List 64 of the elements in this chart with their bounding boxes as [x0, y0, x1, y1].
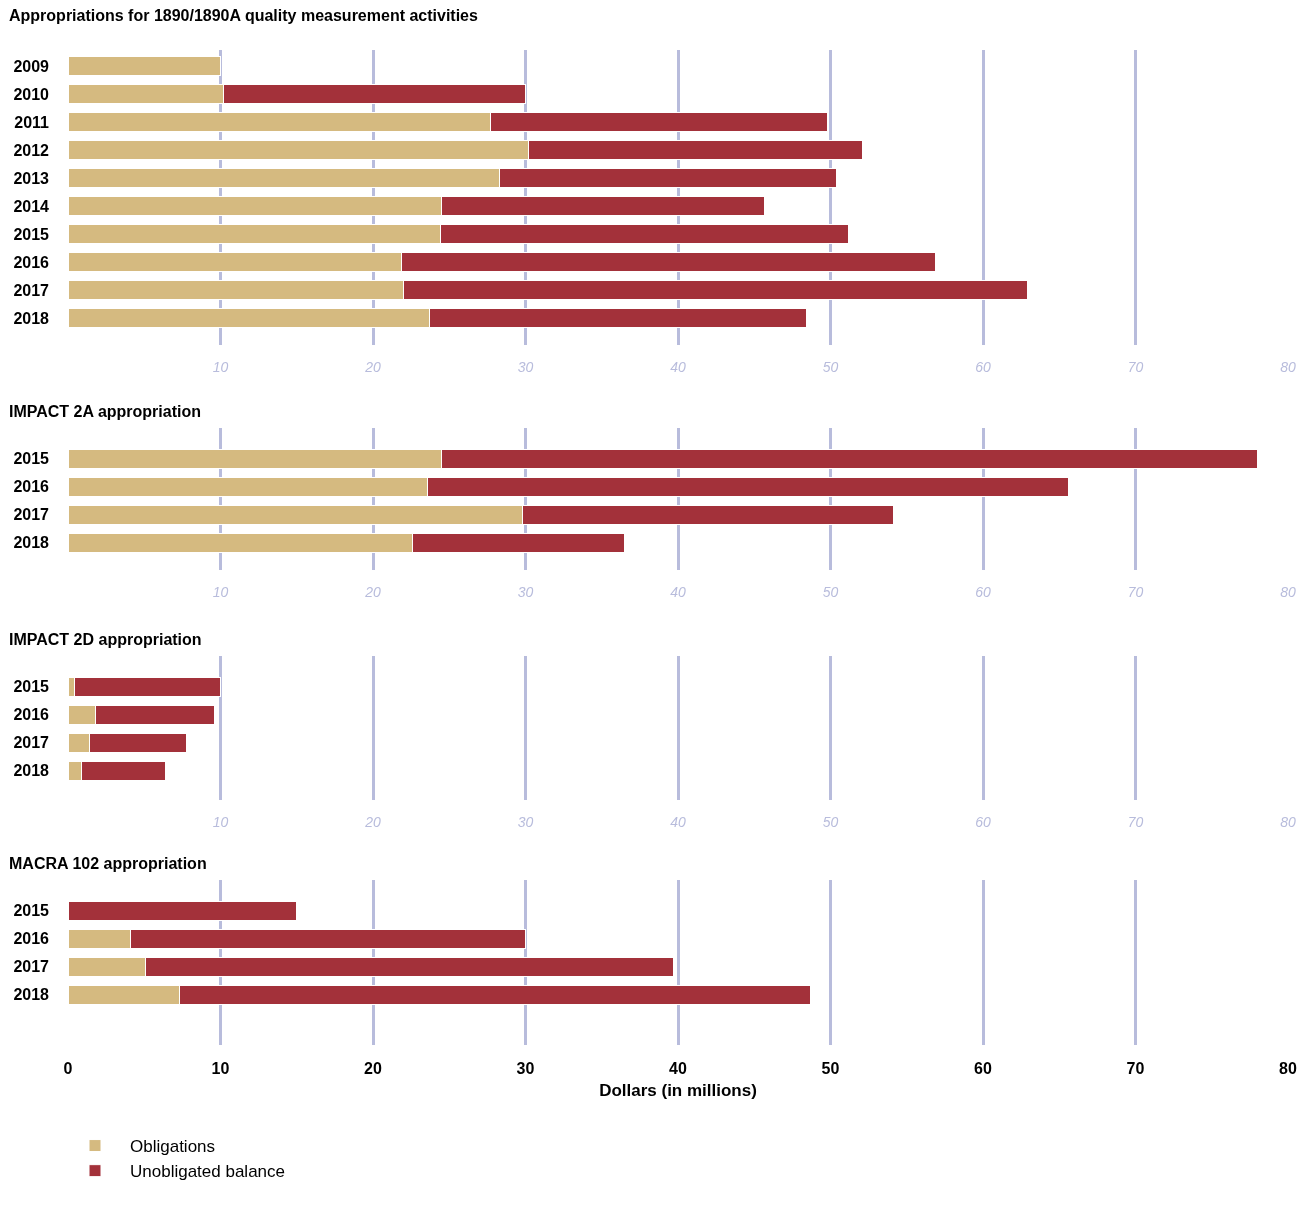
x-tick-label: 20 — [364, 814, 381, 830]
y-tick-label: 2018 — [13, 309, 50, 327]
y-tick-label: 2010 — [13, 85, 50, 103]
x-tick-label: 10 — [212, 814, 229, 830]
x-tick-label: 40 — [670, 814, 686, 830]
chart-title: Appropriations for 1890/1890A quality measurement activities — [9, 7, 479, 24]
y-tick-label: 2017 — [13, 958, 50, 976]
y-tick-label: 2016 — [13, 253, 50, 271]
y-tick-label: 2018 — [13, 762, 50, 780]
x-tick-label: 70 — [1127, 359, 1144, 375]
x-tick-label: 50 — [822, 814, 839, 830]
x-tick-label: 10 — [212, 584, 229, 600]
chart-title: IMPACT 2A appropriation — [9, 403, 201, 420]
x-tick-label: 20 — [364, 359, 381, 375]
x-tick-label: 80 — [1280, 584, 1296, 600]
chart-title: IMPACT 2D appropriation — [9, 631, 202, 648]
x-tick-label: 40 — [670, 359, 686, 375]
x-tick-label: 50 — [822, 584, 839, 600]
x-tick-label: 80 — [1280, 814, 1296, 830]
x-tick-label: 10 — [211, 1060, 230, 1077]
x-axis-title: Dollars (in millions) — [599, 1081, 757, 1101]
x-tick-label: 60 — [974, 1060, 992, 1077]
y-tick-label: 2015 — [13, 450, 50, 468]
y-tick-label: 2013 — [13, 169, 50, 187]
x-tick-label: 30 — [517, 359, 534, 375]
x-tick-label: 20 — [364, 584, 381, 600]
x-tick-label: 80 — [1279, 1060, 1297, 1077]
legend-label: Unobligated balance — [130, 1162, 286, 1182]
x-tick-label: 50 — [822, 359, 839, 375]
bar — [68, 55, 221, 76]
x-tick-label: 60 — [975, 814, 991, 830]
y-tick-label: 2016 — [13, 706, 50, 724]
x-tick-label: 70 — [1127, 814, 1144, 830]
y-tick-label: 2017 — [13, 734, 50, 752]
y-tick-label: 2018 — [13, 986, 50, 1004]
y-tick-label: 2016 — [13, 478, 50, 496]
x-tick-label: 40 — [669, 1060, 687, 1077]
x-tick-label: 80 — [1280, 359, 1296, 375]
x-tick-label: 20 — [364, 1060, 382, 1077]
y-tick-label: 2018 — [13, 534, 50, 552]
x-tick-label: 30 — [516, 1060, 535, 1077]
x-tick-label: 70 — [1126, 1060, 1145, 1077]
x-tick-label: 50 — [821, 1060, 840, 1077]
x-tick-label: 10 — [212, 359, 229, 375]
y-tick-label: 2009 — [13, 57, 50, 75]
legend-label: Obligations — [130, 1137, 216, 1157]
y-tick-label: 2017 — [13, 281, 50, 299]
x-tick-label: 70 — [1127, 584, 1144, 600]
x-tick-label: 60 — [975, 584, 991, 600]
y-tick-label: 2012 — [13, 141, 50, 159]
y-tick-label: 2011 — [14, 113, 50, 131]
x-tick-label: 0 — [63, 1060, 73, 1077]
x-tick-label: 40 — [670, 584, 686, 600]
y-tick-label: 2014 — [13, 197, 50, 215]
x-tick-label: 30 — [517, 584, 534, 600]
y-tick-label: 2016 — [13, 930, 50, 948]
y-tick-label: 2015 — [13, 225, 50, 243]
x-tick-label: 30 — [517, 814, 534, 830]
chart-title: MACRA 102 appropriation — [9, 855, 207, 872]
y-tick-label: 2015 — [13, 678, 50, 696]
y-tick-label: 2015 — [13, 902, 50, 920]
bar — [68, 900, 298, 921]
y-tick-label: 2017 — [13, 506, 50, 524]
x-tick-label: 60 — [975, 359, 991, 375]
